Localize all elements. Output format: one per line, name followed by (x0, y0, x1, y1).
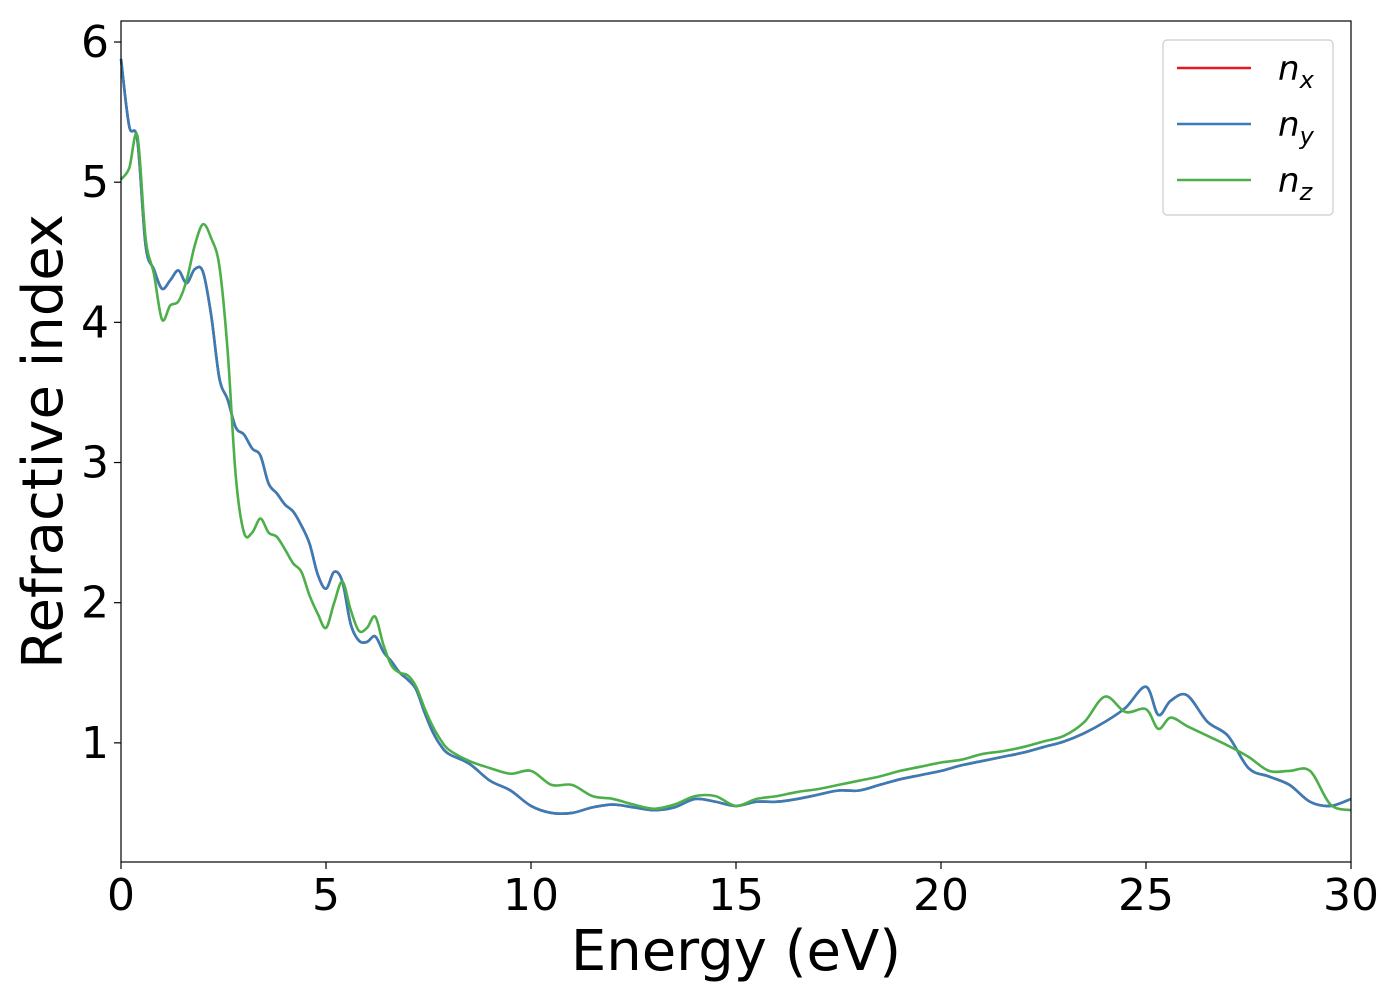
legend-label-x: nx (1278, 49, 1315, 94)
legend-box (1162, 39, 1334, 216)
y-tick-label: 5 (81, 157, 109, 208)
series-line-z (119, 132, 1352, 812)
x-axis-label: Energy (eV) (571, 919, 901, 984)
legend-label-z: nz (1278, 161, 1314, 206)
legend-label-y: ny (1278, 105, 1315, 150)
y-tick-label: 2 (81, 578, 109, 629)
x-tick-label: 25 (1118, 870, 1174, 921)
x-tick-label: 20 (913, 870, 969, 921)
y-tick-label: 6 (81, 17, 109, 68)
y-tick-label: 4 (81, 297, 109, 348)
y-axis-label: Refractive index (11, 214, 76, 669)
legend: nx ny nz (1162, 39, 1334, 216)
series-line-y (119, 58, 1352, 816)
y-tick-label: 3 (81, 438, 109, 489)
x-tick-label: 5 (312, 870, 340, 921)
y-axis-ticks: 1 2 3 4 5 6 (81, 17, 121, 769)
x-tick-label: 30 (1323, 870, 1379, 921)
y-tick-label: 1 (81, 718, 109, 769)
x-tick-label: 0 (107, 870, 135, 921)
plot-lines (119, 58, 1352, 816)
x-tick-label: 15 (708, 870, 764, 921)
x-axis-ticks: 0 5 10 15 20 25 30 (107, 862, 1379, 921)
x-tick-label: 10 (503, 870, 559, 921)
